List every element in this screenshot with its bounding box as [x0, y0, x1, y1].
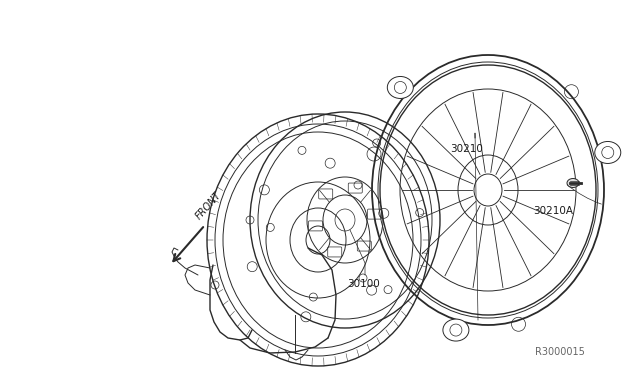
- Ellipse shape: [443, 319, 469, 341]
- Text: FRONT: FRONT: [194, 190, 224, 221]
- Ellipse shape: [567, 179, 579, 187]
- Text: 30210A: 30210A: [533, 206, 573, 216]
- Ellipse shape: [595, 141, 621, 163]
- Text: 30210: 30210: [450, 144, 483, 154]
- Text: 30100: 30100: [347, 279, 380, 289]
- Ellipse shape: [387, 77, 413, 99]
- Text: R3000015: R3000015: [535, 347, 585, 357]
